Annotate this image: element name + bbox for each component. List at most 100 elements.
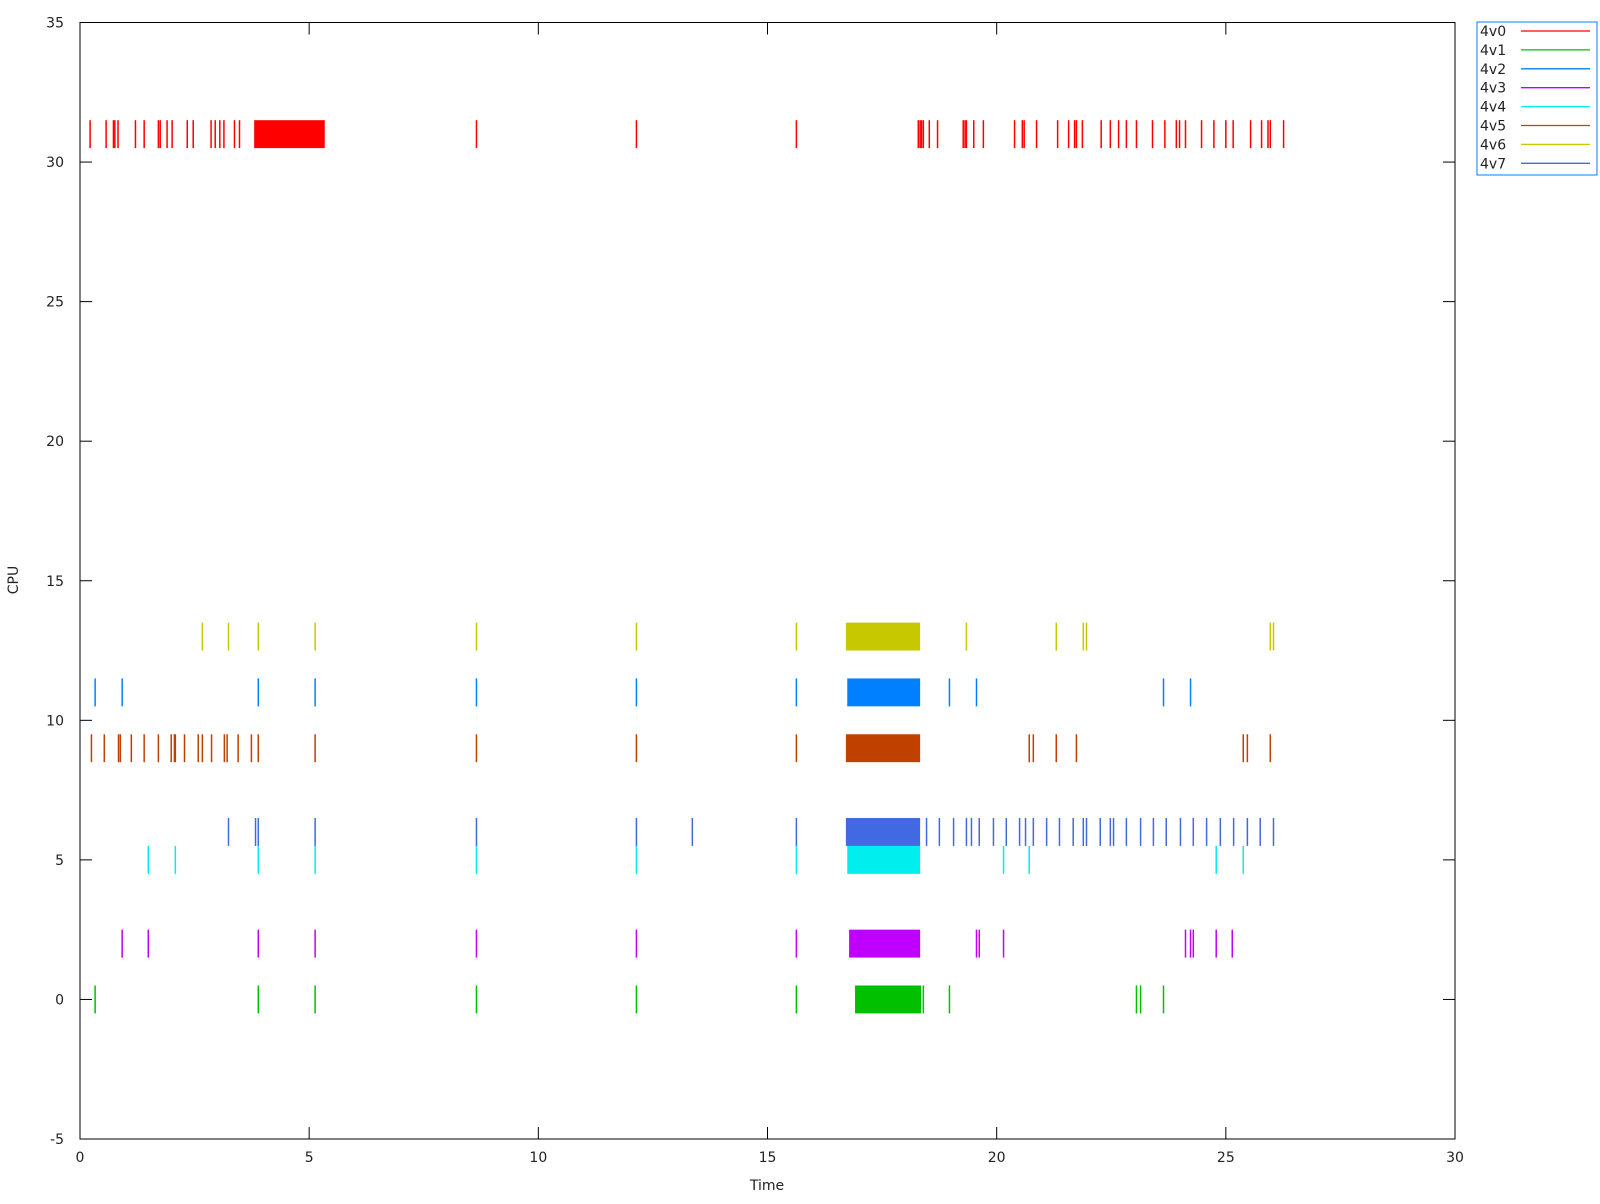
run-event xyxy=(1189,929,1192,958)
run-event xyxy=(795,818,798,846)
run-event xyxy=(237,734,239,763)
run-event xyxy=(1205,818,1208,846)
run-event xyxy=(314,734,316,763)
run-event xyxy=(475,929,478,958)
run-event xyxy=(143,120,145,149)
run-event xyxy=(1200,120,1203,149)
run-event xyxy=(134,120,137,149)
run-event xyxy=(201,622,204,651)
legend-entry-label: 4v0 xyxy=(1480,24,1506,40)
run-event xyxy=(1213,120,1215,149)
series-4v3 xyxy=(121,929,1233,958)
run-event xyxy=(1082,818,1085,846)
x-tick-label: 0 xyxy=(76,1150,85,1166)
run-event xyxy=(1232,120,1234,149)
run-event xyxy=(1002,845,1005,874)
run-event xyxy=(1242,845,1244,874)
run-event xyxy=(186,120,188,149)
run-event xyxy=(635,678,638,707)
run-event xyxy=(1082,622,1085,651)
run-event xyxy=(257,818,260,846)
run-event xyxy=(114,120,116,149)
run-event xyxy=(1192,818,1195,846)
run-event xyxy=(314,818,316,846)
x-tick-label: 10 xyxy=(529,1150,547,1166)
run-event xyxy=(157,734,160,763)
run-event xyxy=(314,678,316,707)
run-event xyxy=(1023,120,1025,149)
legend-entry-label: 4v7 xyxy=(1480,156,1506,172)
run-event xyxy=(174,845,177,874)
run-event xyxy=(795,845,798,874)
run-event xyxy=(1259,818,1261,846)
run-event xyxy=(1021,120,1024,149)
run-event xyxy=(223,120,225,149)
run-event xyxy=(257,622,260,651)
run-event xyxy=(1055,734,1057,763)
run-event xyxy=(314,985,316,1014)
run-event xyxy=(1215,929,1217,958)
run-event xyxy=(948,678,951,707)
run-interval xyxy=(845,734,921,763)
run-event xyxy=(1013,120,1016,149)
run-event xyxy=(1249,120,1252,149)
run-event xyxy=(1267,120,1269,149)
run-event xyxy=(1067,120,1070,149)
run-event xyxy=(635,734,638,763)
y-tick-label: 15 xyxy=(46,574,64,590)
run-event xyxy=(965,818,968,846)
run-event xyxy=(171,120,173,149)
run-event xyxy=(795,622,798,651)
run-event xyxy=(691,818,694,846)
run-event xyxy=(973,120,975,149)
run-event xyxy=(1184,120,1187,149)
run-event xyxy=(919,120,921,149)
run-event xyxy=(257,678,260,707)
run-event xyxy=(982,120,985,149)
run-event xyxy=(1073,120,1076,149)
y-tick-label: 5 xyxy=(55,853,64,869)
run-event xyxy=(1055,622,1057,651)
run-event xyxy=(1018,818,1021,846)
x-tick-label: 25 xyxy=(1217,1150,1235,1166)
run-event xyxy=(173,734,176,763)
run-event xyxy=(1099,818,1101,846)
run-event xyxy=(795,678,798,707)
run-event xyxy=(314,845,316,874)
run-event xyxy=(1164,120,1166,149)
run-event xyxy=(925,818,928,846)
run-interval xyxy=(855,985,922,1014)
run-event xyxy=(1117,120,1120,149)
run-event xyxy=(1231,929,1233,958)
run-event xyxy=(210,120,212,149)
run-event xyxy=(1269,622,1272,651)
run-event xyxy=(183,734,186,763)
run-event xyxy=(147,845,150,874)
run-event xyxy=(965,120,968,149)
run-event xyxy=(103,734,106,763)
run-event xyxy=(1165,818,1167,846)
run-event xyxy=(238,120,241,149)
run-interval xyxy=(847,678,921,707)
run-event xyxy=(119,734,122,763)
run-event xyxy=(1125,120,1128,149)
run-event xyxy=(250,734,253,763)
run-event xyxy=(1100,120,1102,149)
run-interval xyxy=(845,818,921,846)
x-tick-label: 15 xyxy=(759,1150,777,1166)
run-event xyxy=(1192,929,1195,958)
run-event xyxy=(314,622,316,651)
run-event xyxy=(922,985,925,1014)
run-event xyxy=(226,734,228,763)
run-interval xyxy=(254,120,325,149)
run-event xyxy=(1028,734,1030,763)
run-event xyxy=(1162,985,1165,1014)
x-axis: 0 5 10 15 20 25 30 xyxy=(76,22,1464,1166)
series-4v0 xyxy=(89,120,1285,149)
run-event xyxy=(1184,929,1187,958)
run-event xyxy=(1139,818,1142,846)
run-event xyxy=(978,929,980,958)
run-event xyxy=(1178,120,1181,149)
run-event xyxy=(964,120,966,149)
